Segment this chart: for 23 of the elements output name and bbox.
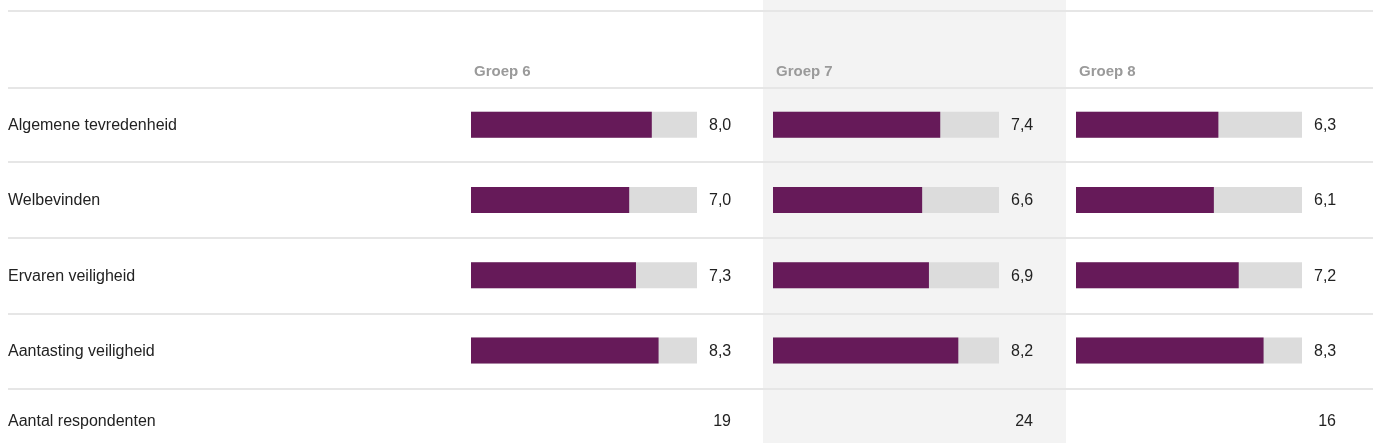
y-tick-label: Algemene tevredenheid [8,116,178,134]
data-label: 8,2 [1011,341,1034,359]
data-label: 6,3 [1314,116,1337,134]
data-label: 8,0 [709,116,732,134]
chart-title: Groep 7 [776,62,833,79]
data-label: 7,3 [709,266,732,284]
chart-title: Groep 6 [474,62,531,79]
data-label: 7,2 [1314,266,1337,284]
text: 19 [713,411,732,429]
chart-title: Groep 8 [1079,62,1136,79]
text: 24 [1015,411,1034,429]
data-label: 8,3 [709,341,732,359]
data-label: 7,4 [1011,116,1034,134]
y-tick-label: Ervaren veiligheid [8,266,136,284]
y-tick-label: Aantasting veiligheid [8,341,155,359]
y-tick-label: Welbevinden [8,191,101,209]
data-label: 8,3 [1314,341,1337,359]
data-label: 6,9 [1011,266,1034,284]
data-label: 6,1 [1314,191,1337,209]
text: Aantal respondenten [8,411,156,429]
data-label: 6,6 [1011,191,1034,209]
text: 16 [1318,411,1337,429]
data-label: 7,0 [709,191,732,209]
